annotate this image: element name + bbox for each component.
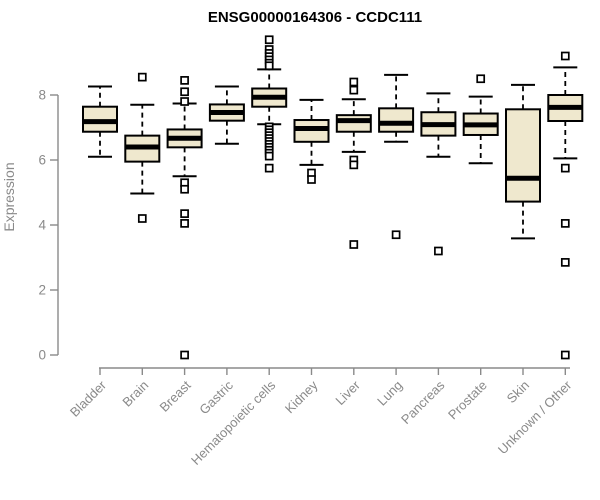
boxplot-skin [505,83,541,240]
outlier-point [180,219,189,228]
chart-title: ENSG00000164306 - CCDC111 [207,9,423,26]
outlier-point [391,230,401,240]
y-tick-label: 0 [38,348,46,363]
y-tick-label: 6 [38,153,46,168]
y-tick-label: 2 [38,283,46,298]
outlier-point [180,209,189,218]
boxplot-hematopoietic-cells [251,35,288,173]
iqr-box [505,108,541,203]
outlier-point [180,87,189,97]
x-tick-label-unknown-other: Unknown / Other [495,377,575,457]
outlier-point [560,258,570,267]
outlier-point [560,350,570,360]
outlier-point [180,76,189,85]
outlier-point [137,214,147,223]
x-tick-label-pancreas: Pancreas [398,377,448,427]
outlier-point [264,61,274,71]
x-tick-label-kidney: Kidney [282,377,321,416]
x-tick-label-liver: Liver [332,377,363,408]
outlier-point [434,246,443,256]
outlier-point [349,85,359,95]
boxplot-pancreas [420,92,457,256]
x-tick-label-breast: Breast [157,377,194,414]
outlier-point [560,163,570,173]
outlier-point [180,184,189,194]
x-tick-label-brain: Brain [119,378,151,410]
outlier-point [476,74,486,84]
x-tick-label-lung: Lung [374,378,405,409]
outlier-point [180,97,189,106]
outlier-point [307,175,316,184]
outlier-point [560,51,570,61]
outlier-point [180,350,189,360]
boxplot-kidney [293,98,330,184]
outlier-point [264,163,274,173]
outlier-point [264,35,274,45]
boxplot-prostate [462,74,499,165]
y-tick-label: 4 [38,218,46,233]
x-tick-label-prostate: Prostate [445,378,490,423]
outlier-point [137,72,147,82]
outlier-point [264,151,274,161]
boxplot-brain [124,72,161,223]
boxplot-unknown-other [547,51,584,360]
boxplot-bladder [82,85,118,158]
boxplot-breast [166,76,203,360]
x-tick-label-bladder: Bladder [67,377,110,420]
iqr-box [378,107,415,133]
x-tick-label-skin: Skin [504,378,532,406]
outlier-point [349,160,359,170]
outlier-point [349,77,359,87]
outlier-point [349,240,359,249]
boxplot-lung [378,73,415,240]
boxplot-gastric [208,85,245,145]
outlier-point [560,219,570,228]
x-tick-label-gastric: Gastric [196,377,236,417]
boxplot-liver [335,77,372,249]
iqr-box [335,114,372,133]
y-axis-title: Expression [1,162,17,232]
y-tick-label: 8 [38,88,46,103]
